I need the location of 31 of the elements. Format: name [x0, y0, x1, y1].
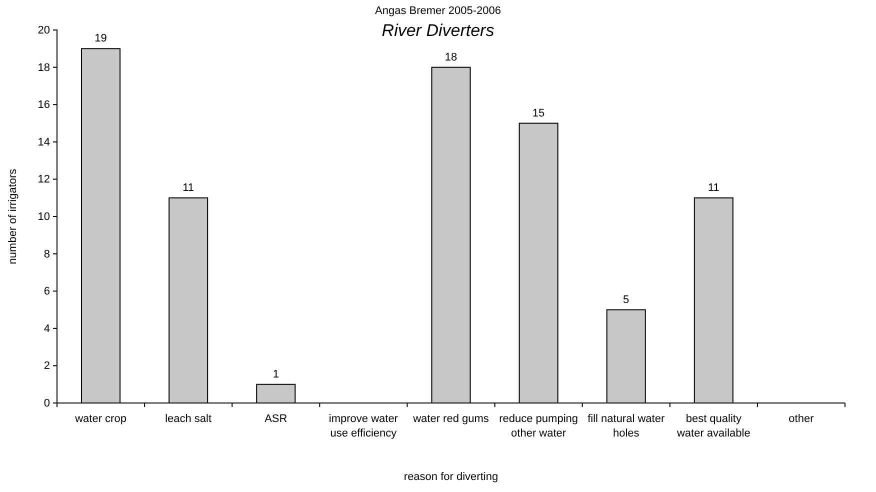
y-tick-label: 14: [38, 136, 50, 148]
x-tick-label: improve water use efficiency: [328, 413, 398, 440]
data-label: 1: [272, 368, 279, 380]
chart-title: Angas Bremer 2005-2006: [375, 5, 501, 17]
x-tick-label: fill natural water holes: [588, 413, 665, 440]
x-tick-label: leach salt: [165, 413, 212, 425]
x-tick-label: best quality water available: [676, 413, 750, 440]
data-label: 11: [708, 182, 720, 194]
y-axis-title: number of irrigators: [7, 168, 19, 264]
y-tick-label: 2: [44, 360, 50, 372]
y-tick-label: 16: [38, 99, 50, 112]
x-tick-label: ASR: [264, 413, 288, 425]
y-tick-label: 8: [44, 248, 50, 260]
y-tick-label: 4: [44, 322, 50, 335]
y-tick-label: 12: [38, 174, 50, 186]
y-tick-label: 20: [38, 24, 50, 37]
x-tick-label: water red gums: [412, 413, 490, 425]
data-label: 11: [182, 182, 194, 194]
data-label: 19: [94, 32, 107, 45]
x-tick-label: reduce pumping other water: [499, 413, 578, 440]
x-axis-title: reason for diverting: [404, 471, 498, 483]
y-tick-label: 0: [44, 398, 50, 410]
x-tick-label: other: [788, 413, 814, 425]
y-tick-label: 10: [38, 211, 50, 224]
data-label: 5: [623, 294, 630, 306]
y-tick-label: 6: [44, 286, 50, 298]
chart-subtitle: River Diverters: [382, 21, 495, 40]
data-label: 18: [444, 51, 458, 64]
data-label: 15: [532, 107, 545, 120]
x-tick-label: water crop: [74, 413, 126, 425]
y-tick-label: 18: [38, 62, 50, 74]
